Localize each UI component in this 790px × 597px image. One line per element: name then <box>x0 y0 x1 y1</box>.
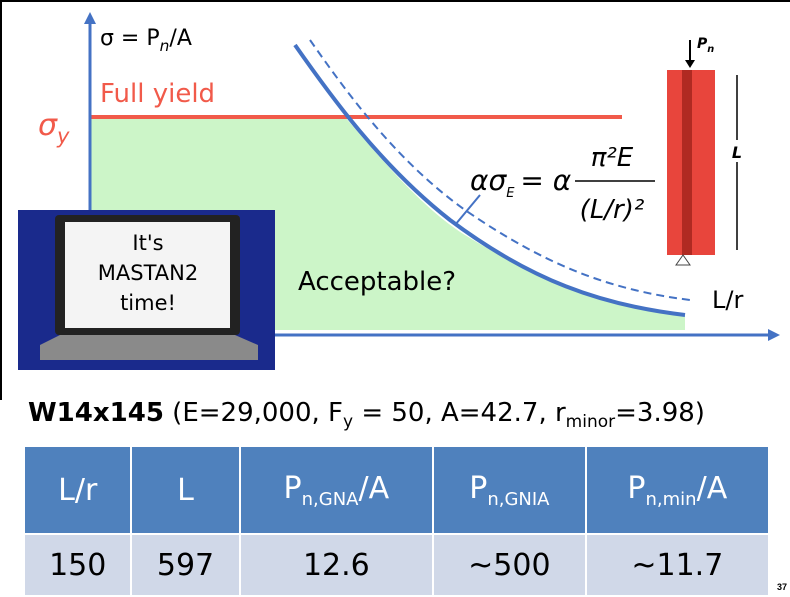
text: = 50, A=42.7, r <box>353 398 566 428</box>
text: n <box>707 44 714 55</box>
header-text: n,GNA <box>301 488 359 510</box>
sigma-y: σy <box>38 108 70 148</box>
section-name: W14x145 <box>28 398 164 428</box>
table-body: 150 597 12.6 ~500 ~11.7 <box>25 533 771 595</box>
text: /A <box>169 26 191 51</box>
table-cell: 597 <box>131 533 241 595</box>
table-row: 150 597 12.6 ~500 ~11.7 <box>25 533 771 595</box>
x-axis-label: L/r <box>712 286 743 314</box>
results-table: L/r L Pn,GNA/A Pn,GNIA Pn,min/A 150 597 12.6 ~50… <box>25 447 771 595</box>
text: ασ <box>470 164 507 197</box>
laptop-line: time! <box>120 291 176 315</box>
header-cell: L <box>131 447 241 534</box>
table-cell: ~500 <box>433 533 587 595</box>
table-cell: 12.6 <box>239 533 435 595</box>
header-text: P <box>283 470 302 506</box>
header-text: n,min <box>645 488 697 510</box>
formula: ασE = α π²E (L/r)² <box>470 143 655 225</box>
laptop-line: MASTAN2 <box>98 261 198 285</box>
header-row: L/r L Pn,GNA/A Pn,GNIA Pn,min/A <box>25 447 771 534</box>
pin-support <box>675 254 691 266</box>
full-yield-label: Full yield <box>100 79 215 109</box>
formula-lhs: ασE = α <box>470 164 572 201</box>
text: σ <box>38 108 58 143</box>
table-cell: ~11.7 <box>585 533 771 595</box>
region-label: Acceptable? <box>298 267 456 297</box>
x-arrow <box>768 329 780 341</box>
text: y <box>343 412 354 433</box>
header-cell: Pn,GNA/A <box>239 447 435 534</box>
pointer <box>454 194 481 226</box>
header-cell: Pn,min/A <box>585 447 771 534</box>
text: P <box>697 36 708 52</box>
header-text: L/r <box>58 472 98 508</box>
euler-curve-dashed <box>309 39 691 301</box>
laptop-text: It's MASTAN2 time! <box>98 231 198 315</box>
load-arrowhead <box>685 60 695 68</box>
header-text: L <box>177 472 194 508</box>
header-text: /A <box>358 470 390 506</box>
text: n <box>160 37 170 55</box>
header-cell: L/r <box>25 447 133 534</box>
column-web <box>682 70 692 255</box>
table-cell: 150 <box>25 533 133 595</box>
text: = α <box>520 164 571 197</box>
text: y <box>56 124 70 148</box>
text: E <box>506 186 515 201</box>
y-arrow <box>84 12 96 24</box>
laptop-base <box>40 335 258 360</box>
y-axis-label: σ = Pn/A <box>100 26 192 55</box>
laptop-screen <box>65 222 230 328</box>
formula-numerator: π²E <box>591 143 634 173</box>
laptop-line: It's <box>132 231 163 255</box>
euler-curve <box>293 43 686 317</box>
diagram: σ = Pn/A Full yield σy L/r Acceptable? α… <box>0 0 790 400</box>
header-cell: Pn,GNIA <box>433 447 587 534</box>
page-number: 37 <box>777 582 788 592</box>
length-gap <box>728 140 746 162</box>
header-text: /A <box>696 470 728 506</box>
header-text: P <box>627 470 646 506</box>
load-label: Pn <box>697 36 714 55</box>
text: σ = P <box>100 26 160 51</box>
length-label: L <box>732 143 742 162</box>
text: (E=29,000, F <box>172 398 343 428</box>
text: minor <box>565 412 616 433</box>
header-text: P <box>469 470 488 506</box>
text: =3.98) <box>615 398 705 428</box>
header-text: n,GNIA <box>487 488 550 510</box>
section-title: W14x145 (E=29,000, Fy = 50, A=42.7, rmin… <box>28 398 705 432</box>
formula-denominator: (L/r)² <box>580 195 645 225</box>
